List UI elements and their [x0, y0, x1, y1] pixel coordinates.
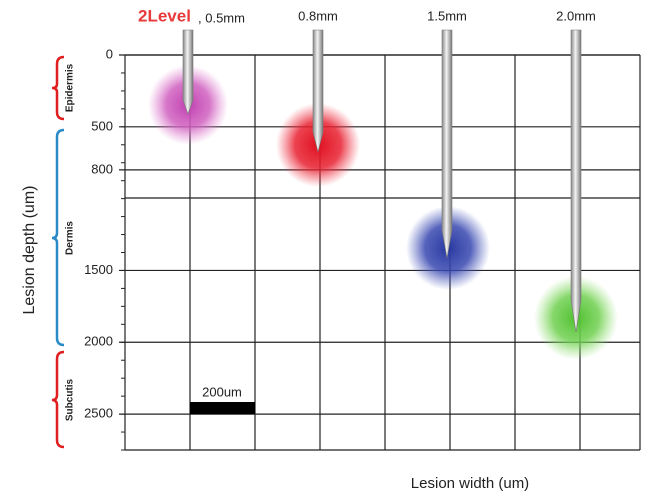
y-tick-label: 800: [91, 161, 113, 176]
needle-label: 0.8mm: [298, 8, 338, 23]
needle-label: 1.5mm: [427, 8, 467, 23]
scale-bar: [190, 402, 255, 414]
needle: [570, 29, 582, 333]
y-tick-label: 2000: [84, 334, 113, 349]
needle-label: 2.0mm: [556, 8, 596, 23]
x-axis-title: Lesion width (um): [411, 475, 529, 492]
needle: [441, 29, 453, 259]
needle-label: , 0.5mm: [198, 10, 245, 25]
minor-ticks: [121, 54, 125, 451]
needle: [312, 29, 324, 153]
scale-bar-label: 200um: [202, 384, 242, 399]
layer-label: Epidermis: [65, 63, 76, 112]
bracket: [51, 128, 65, 347]
layer-label: Dermis: [65, 221, 76, 255]
bracket: [51, 350, 65, 449]
y-tick-label: 1500: [84, 262, 113, 277]
y-tick-label: 2500: [84, 406, 113, 421]
y-tick-label: 500: [91, 118, 113, 133]
needle: [182, 29, 194, 115]
y-tick-label: 0: [106, 46, 113, 61]
bracket: [51, 55, 65, 121]
brand: 2Level: [138, 6, 191, 25]
layer-label: Subcutis: [65, 378, 76, 421]
y-axis-title: Lesion depth (um): [21, 186, 38, 315]
